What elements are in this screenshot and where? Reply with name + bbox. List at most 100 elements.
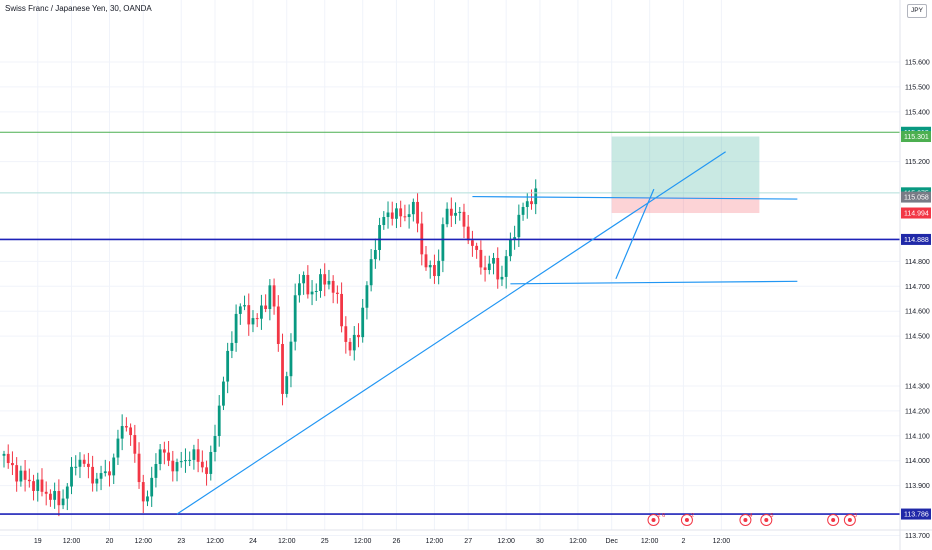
symbol-title: Swiss Franc / Japanese Yen, 30, OANDA [5, 4, 152, 13]
candle-body [260, 305, 263, 319]
candle-body [36, 479, 40, 491]
candle-body [205, 467, 208, 474]
candle-body [116, 438, 120, 458]
trend-line[interactable] [472, 195, 798, 200]
candle-body [154, 464, 158, 478]
price-label-text: 114.888 [904, 237, 929, 244]
candle-body [112, 457, 116, 476]
price-axis-tick: 115.400 [905, 109, 930, 116]
trend-line[interactable] [615, 188, 655, 280]
time-axis-tick: 27 [464, 538, 472, 545]
candle-body [496, 257, 500, 280]
candle-body [395, 208, 398, 219]
candle-body [103, 471, 107, 474]
time-axis-tick: 23 [177, 538, 185, 545]
candle-body [302, 274, 306, 284]
time-axis-tick: 25 [321, 538, 329, 545]
event-count-label: 5 [770, 513, 773, 519]
candle-body [162, 449, 166, 453]
candle-body [2, 453, 6, 456]
candle-body [437, 260, 441, 277]
candle-body [175, 462, 179, 472]
candle-body [192, 449, 196, 460]
candle-body [200, 461, 204, 468]
candle-body [352, 334, 356, 351]
candle-body [530, 201, 533, 205]
candle-body [390, 212, 394, 219]
candle-body [445, 208, 449, 225]
candle-body [335, 292, 339, 294]
candle-body [331, 280, 335, 293]
candle-body [433, 265, 436, 277]
economic-event-dot-icon [847, 518, 852, 522]
time-axis-tick: 12:00 [497, 538, 515, 545]
price-axis-tick: 114.000 [905, 458, 930, 465]
trend-line[interactable] [510, 280, 798, 285]
event-count-label: 4 [749, 513, 752, 519]
time-axis-tick: 12:00 [354, 538, 372, 545]
candle-body [11, 463, 14, 466]
candle-body [441, 224, 445, 261]
candle-body [365, 285, 369, 308]
candle-body [95, 478, 99, 484]
price-axis-tick: 114.500 [905, 334, 930, 341]
candle-body [129, 427, 132, 436]
time-axis-tick: 12:00 [641, 538, 659, 545]
candle-body [141, 482, 145, 502]
candle-body [348, 341, 352, 351]
price-axis-tick: 113.900 [905, 483, 930, 490]
candle-body [340, 293, 343, 327]
candle-body [146, 496, 149, 502]
candle-body [27, 479, 31, 482]
price-axis-tick: 114.700 [905, 284, 930, 291]
candle-body [323, 274, 327, 285]
price-label-box [901, 191, 931, 203]
economic-event-dot-icon [764, 518, 769, 522]
candle-body [78, 459, 82, 467]
event-count-label: 3 [854, 513, 857, 519]
candle-body [487, 263, 491, 270]
price-label-box [901, 508, 931, 520]
candle-body [492, 257, 495, 264]
price-label-text: 115.058 [904, 195, 929, 202]
economic-event-dot-icon [831, 518, 836, 522]
price-axis-tick: 114.200 [905, 408, 930, 415]
time-axis-tick: Dec [605, 538, 618, 545]
candle-body [454, 212, 457, 216]
candle-body [251, 318, 255, 325]
time-axis-tick: 2 [681, 538, 685, 545]
candle-body [327, 280, 331, 285]
candle-body [213, 436, 217, 452]
candle-body [281, 343, 284, 394]
candle-body [386, 212, 390, 218]
candle-body [293, 295, 297, 342]
candle-body [158, 449, 162, 464]
candle-body [513, 237, 517, 240]
candle-body [19, 470, 23, 482]
candle-body [209, 451, 213, 474]
candle-body [319, 274, 322, 291]
candle-body [133, 435, 137, 454]
price-label-text: 114.994 [904, 211, 929, 218]
price-axis-tick: 115.200 [905, 159, 930, 166]
candle-body [32, 481, 35, 491]
time-axis-tick: 12:00 [713, 538, 731, 545]
position-target-zone[interactable] [611, 136, 760, 198]
candle-body [171, 460, 175, 472]
trend-line[interactable] [176, 151, 726, 515]
candle-body [243, 305, 246, 307]
candle-body [407, 214, 411, 218]
candle-body [517, 214, 521, 238]
price-axis-tick: 114.600 [905, 309, 930, 316]
price-label-box [901, 233, 931, 245]
currency-badge[interactable]: JPY [907, 4, 927, 18]
position-stop-zone[interactable] [611, 197, 760, 214]
candle-body [65, 486, 69, 499]
candle-body [361, 307, 365, 338]
candle-body [150, 477, 154, 497]
candle-body [471, 240, 474, 246]
candle-body [458, 211, 462, 213]
candle-body [234, 313, 238, 343]
candle-body [184, 460, 187, 462]
